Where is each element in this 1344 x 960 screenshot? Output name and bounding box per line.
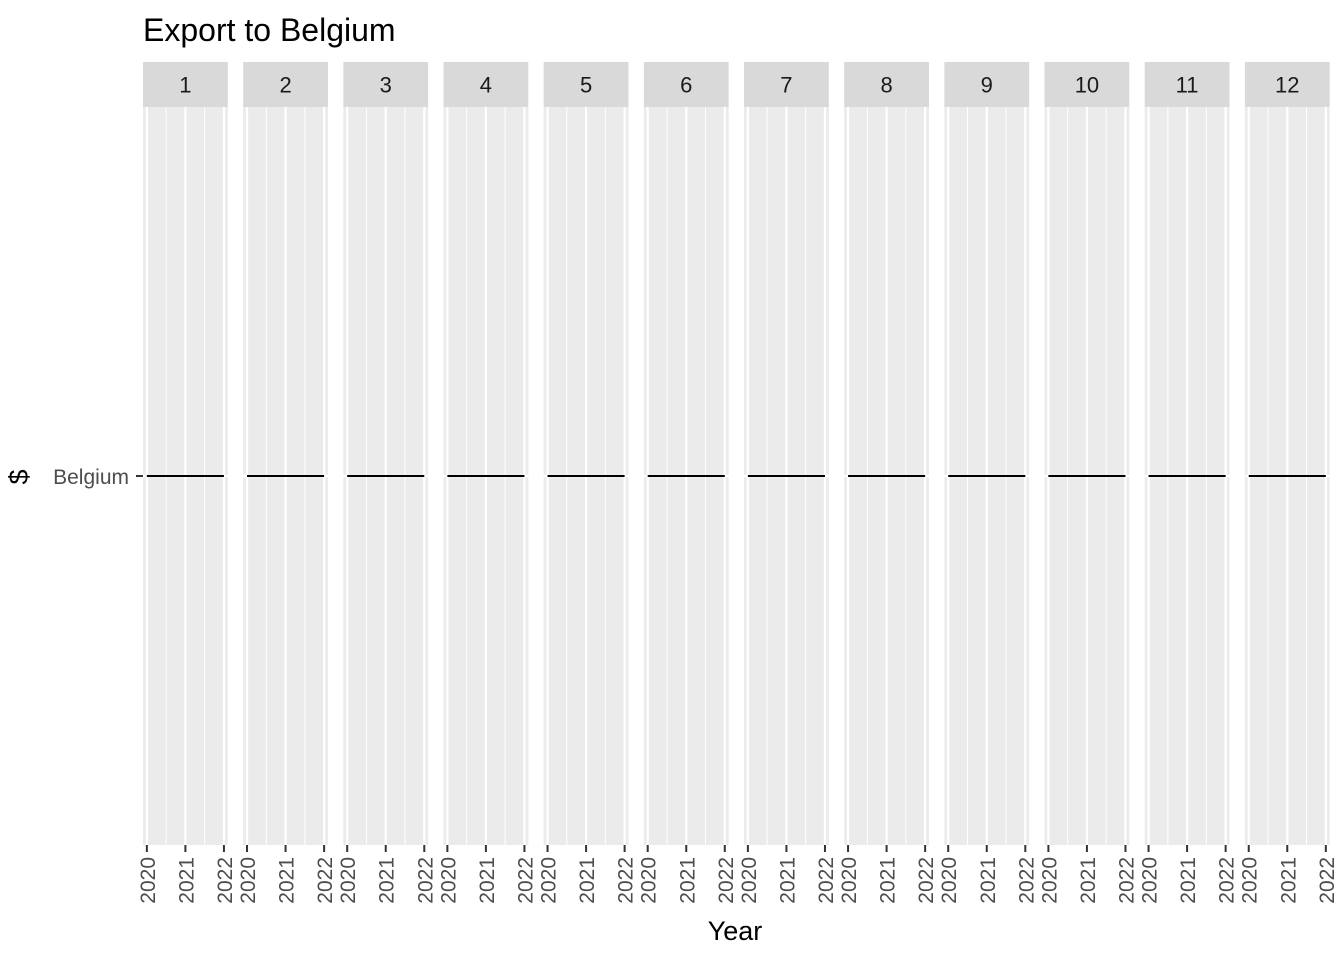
facet-strip (243, 62, 328, 107)
facet-strip-label: 11 (1176, 73, 1199, 98)
x-tick-label: 2020 (137, 857, 160, 904)
x-tick-label: 2021 (977, 857, 1000, 904)
facet-strip (1044, 62, 1130, 107)
x-tick-label: 2022 (1115, 857, 1138, 904)
facet-strip (343, 62, 429, 107)
x-tick-label: 2020 (838, 857, 861, 904)
x-tick-label: 2021 (776, 857, 799, 904)
x-tick-label: 2021 (576, 857, 599, 904)
x-tick-label: 2021 (276, 857, 299, 904)
x-tick-label: 2020 (437, 857, 460, 904)
x-tick-label: 2020 (938, 857, 961, 904)
x-tick-label: 2022 (815, 857, 838, 904)
x-tick-label: 2020 (738, 857, 761, 904)
facet-strip-label: 2 (279, 73, 291, 98)
x-tick-label: 2020 (1239, 857, 1262, 904)
x-tick-label: 2020 (1038, 857, 1061, 904)
facet-panel-9: 9 2020 2021 2022 (938, 62, 1038, 904)
facet-panel-7: 7 2020 2021 2022 (738, 62, 838, 904)
facet-strip-label: 10 (1075, 73, 1099, 98)
facet-panel-8: 8 2020 2021 2022 (838, 62, 938, 904)
x-tick-label: 2022 (414, 857, 437, 904)
x-tick-label: 2020 (538, 857, 561, 904)
x-tick-label: 2022 (514, 857, 537, 904)
x-tick-label: 2020 (1139, 857, 1162, 904)
facet-panel-11: 11 2020 2021 2022 (1139, 62, 1239, 904)
facet-strip-label: 8 (880, 73, 892, 98)
facet-strip (844, 62, 929, 107)
facet-strip (443, 62, 529, 107)
x-tick-label: 2021 (1277, 857, 1300, 904)
x-tick-label: 2022 (1015, 857, 1038, 904)
x-tick-label: 2020 (638, 857, 661, 904)
x-tick-label: 2022 (715, 857, 738, 904)
facet-strip-label: 6 (680, 73, 692, 98)
facet-strip (543, 62, 629, 107)
facet-strip-label: 9 (981, 73, 993, 98)
x-tick-label: 2021 (1177, 857, 1200, 904)
facet-panel-2: 2 2020 2021 2022 (237, 62, 337, 904)
facet-strip (944, 62, 1030, 107)
facet-strip (643, 62, 729, 107)
x-tick-label: 2021 (1077, 857, 1100, 904)
facet-panel-6: 6 2020 2021 2022 (638, 62, 738, 904)
facet-panel-4: 4 2020 2021 2022 (437, 62, 537, 904)
x-tick-label: 2022 (1316, 857, 1339, 904)
facet-strip-label: 4 (480, 73, 492, 98)
x-tick-label: 2022 (214, 857, 237, 904)
facet-panel-10: 10 2020 2021 2022 (1038, 62, 1138, 904)
x-axis-title: Year (708, 916, 763, 946)
facet-panel-1: 1 2020 2021 2022 (137, 62, 237, 904)
x-tick-label: 2021 (676, 857, 699, 904)
chart-title: Export to Belgium (143, 12, 396, 48)
facet-strip-label: 12 (1275, 73, 1299, 98)
facet-strip-label: 1 (179, 73, 191, 98)
x-tick-label: 2021 (376, 857, 399, 904)
facet-strip-label: 5 (580, 73, 592, 98)
facet-panel-5: 5 2020 2021 2022 (538, 62, 638, 904)
facet-strip (744, 62, 829, 107)
y-axis-title: $ (4, 469, 34, 484)
y-axis: Belgium (53, 466, 143, 489)
x-tick-label: 2022 (1216, 857, 1239, 904)
facet-panel-3: 3 2020 2021 2022 (337, 62, 437, 904)
facet-strip (1144, 62, 1230, 107)
facet-panel-12: 12 2020 2021 2022 (1239, 62, 1339, 904)
x-tick-label: 2021 (877, 857, 900, 904)
facet-strip (143, 62, 228, 107)
x-tick-label: 2021 (476, 857, 499, 904)
x-tick-label: 2022 (915, 857, 938, 904)
x-tick-label: 2022 (615, 857, 638, 904)
x-tick-label: 2020 (237, 857, 260, 904)
x-tick-label: 2022 (314, 857, 337, 904)
x-tick-label: 2021 (175, 857, 198, 904)
y-tick-label: Belgium (53, 466, 129, 489)
facet-strip (1244, 62, 1330, 107)
facet-strip-label: 7 (780, 73, 792, 98)
facet-strip-label: 3 (380, 73, 392, 98)
x-tick-label: 2020 (337, 857, 360, 904)
